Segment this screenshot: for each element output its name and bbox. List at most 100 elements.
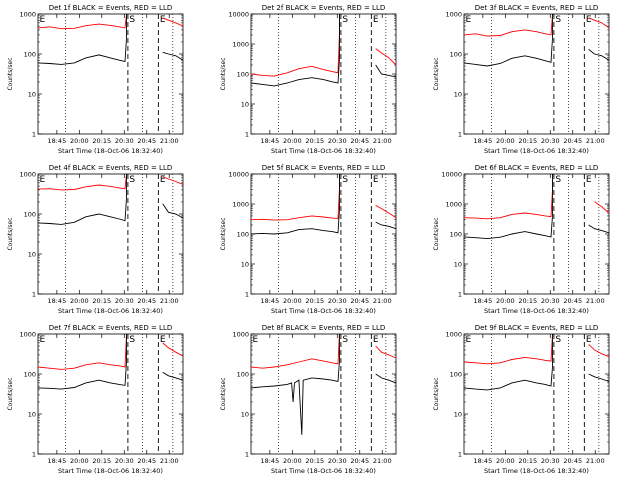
plot-frame: [250, 13, 397, 135]
x-tick-label: 20:00: [283, 137, 302, 145]
chart-panel: Det 1f BLACK = Events, RED = LLD Counts/s…: [7, 4, 184, 155]
x-tick-label: 18:45: [260, 137, 279, 145]
x-tick-label: 20:15: [92, 457, 111, 465]
y-tick-label: 100: [24, 371, 36, 379]
y-tick-label: 1000: [19, 331, 36, 339]
lld-series-line: [162, 17, 184, 27]
event-marker-label: E: [586, 175, 592, 185]
events-series-line: [375, 373, 397, 384]
x-tick-label: 18:45: [260, 297, 279, 305]
lld-series-line: [375, 48, 397, 66]
event-marker-label: S: [342, 175, 348, 185]
x-tick-label: 20:30: [328, 457, 347, 465]
event-marker-label: E: [373, 175, 379, 185]
lld-series-line: [463, 333, 553, 365]
y-tick-label: 10: [28, 411, 36, 419]
y-tick-label: 10: [28, 251, 36, 259]
x-tick-label: 20:00: [70, 137, 89, 145]
lld-series-line: [375, 205, 397, 219]
x-tick-label: 20:45: [137, 137, 156, 145]
x-tick-label: 18:45: [47, 457, 66, 465]
event-marker-label: E: [373, 15, 379, 25]
x-tick-label: 18:45: [47, 297, 66, 305]
y-tick-label: 10000: [228, 171, 249, 179]
x-tick-label: 20:15: [518, 137, 537, 145]
x-axis-label: Start Time (18-Oct-06 18:32:40): [484, 307, 589, 315]
events-series-line: [162, 51, 184, 61]
x-tick-label: 20:15: [518, 297, 537, 305]
y-tick-label: 100: [24, 51, 36, 59]
y-tick-label: 100: [450, 51, 462, 59]
y-tick-label: 10000: [228, 11, 249, 19]
x-tick-label: 20:15: [92, 137, 111, 145]
y-tick-label: 1: [32, 291, 36, 299]
x-tick-label: 21:00: [586, 137, 605, 145]
lld-series-line: [588, 17, 610, 29]
lld-series-line: [37, 13, 127, 30]
x-tick-label: 20:00: [496, 297, 515, 305]
event-marker-label: E: [466, 15, 472, 25]
x-tick-label: 20:45: [563, 457, 582, 465]
lld-series-line: [463, 13, 553, 37]
chart-title: Det 3f BLACK = Events, RED = LLD: [475, 4, 598, 12]
chart-panel: Det 8f BLACK = Events, RED = LLD Counts/s…: [220, 324, 397, 475]
event-marker-label: E: [160, 15, 166, 25]
y-axis-label: Counts/sec: [433, 377, 440, 410]
events-series-line: [375, 221, 397, 230]
chart-title: Det 7f BLACK = Events, RED = LLD: [49, 324, 172, 332]
event-marker-label: S: [342, 335, 348, 345]
x-tick-label: 18:45: [473, 457, 492, 465]
x-tick-label: 20:45: [563, 297, 582, 305]
chart-title: Det 9f BLACK = Events, RED = LLD: [475, 324, 598, 332]
plot-frame: [250, 333, 397, 455]
y-tick-label: 1000: [445, 331, 462, 339]
y-tick-label: 100: [450, 371, 462, 379]
event-marker-label: E: [40, 15, 46, 25]
x-axis-label: Start Time (18-Oct-06 18:32:40): [58, 147, 163, 155]
y-tick-label: 10: [454, 261, 462, 269]
events-series-line: [463, 366, 553, 391]
y-axis-label: Counts/sec: [433, 57, 440, 90]
event-marker-label: S: [129, 175, 135, 185]
x-tick-label: 20:00: [283, 297, 302, 305]
y-axis-label: Counts/sec: [220, 377, 227, 410]
events-series-line: [250, 361, 340, 435]
x-tick-label: 20:00: [496, 137, 515, 145]
event-marker-label: S: [555, 15, 561, 25]
x-tick-label: 21:00: [160, 137, 179, 145]
lld-series-line: [375, 345, 397, 359]
y-tick-label: 1000: [445, 201, 462, 209]
x-tick-label: 20:15: [305, 137, 324, 145]
chart-title: Det 4f BLACK = Events, RED = LLD: [49, 164, 172, 172]
x-axis-label: Start Time (18-Oct-06 18:32:40): [271, 147, 376, 155]
event-marker-label: E: [160, 175, 166, 185]
events-series-line: [588, 373, 610, 382]
lld-series-line: [594, 201, 610, 214]
x-tick-label: 21:00: [160, 457, 179, 465]
event-marker-label: S: [129, 15, 135, 25]
x-tick-label: 20:15: [305, 297, 324, 305]
x-tick-label: 18:45: [473, 297, 492, 305]
events-series-line: [463, 38, 553, 67]
x-axis-label: Start Time (18-Oct-06 18:32:40): [271, 307, 376, 315]
x-tick-label: 20:45: [350, 457, 369, 465]
y-tick-label: 10: [28, 91, 36, 99]
y-tick-label: 10: [241, 101, 249, 109]
x-tick-label: 20:00: [283, 457, 302, 465]
events-series-line: [463, 215, 553, 240]
x-tick-label: 20:45: [350, 297, 369, 305]
chart-title: Det 2f BLACK = Events, RED = LLD: [262, 4, 385, 12]
plot-frame: [463, 333, 610, 455]
x-tick-label: 20:15: [305, 457, 324, 465]
y-tick-label: 1000: [232, 201, 249, 209]
y-tick-label: 1: [245, 131, 249, 139]
event-marker-label: E: [373, 335, 379, 345]
x-tick-label: 20:30: [115, 137, 134, 145]
chart-title: Det 6f BLACK = Events, RED = LLD: [475, 164, 598, 172]
y-tick-label: 100: [237, 71, 249, 79]
plot-frame: [37, 333, 184, 455]
y-tick-label: 1: [245, 291, 249, 299]
y-tick-label: 10: [454, 91, 462, 99]
lld-series-line: [37, 173, 127, 191]
